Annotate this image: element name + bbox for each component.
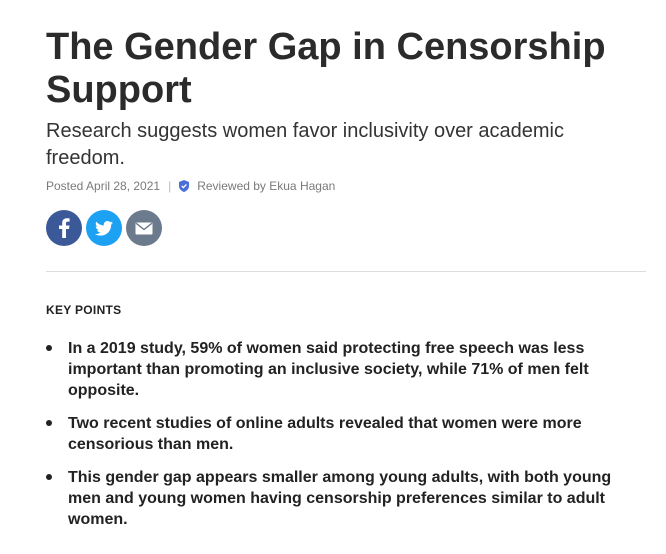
facebook-share-button[interactable] — [46, 210, 82, 246]
article-subtitle: Research suggests women favor inclusivit… — [46, 120, 564, 169]
list-item: This gender gap appears smaller among yo… — [46, 467, 646, 530]
twitter-share-button[interactable] — [86, 210, 122, 246]
list-item: Two recent studies of online adults reve… — [46, 413, 646, 455]
key-point-text: This gender gap appears smaller among yo… — [68, 469, 612, 528]
reviewed-by[interactable]: Reviewed by Ekua Hagan — [197, 179, 336, 193]
key-points-list: In a 2019 study, 59% of women said prote… — [46, 338, 646, 542]
share-buttons — [46, 210, 162, 246]
email-icon — [135, 222, 153, 234]
meta-separator: | — [168, 179, 172, 193]
key-points-heading: KEY POINTS — [46, 303, 122, 317]
bullet-icon — [46, 345, 52, 351]
facebook-icon — [59, 218, 70, 238]
posted-date: Posted April 28, 2021 — [46, 179, 161, 193]
bullet-icon — [46, 420, 52, 426]
verified-shield-icon — [179, 180, 190, 192]
article-meta: Posted April 28, 2021 | Reviewed by Ekua… — [46, 179, 335, 193]
key-point-text: Two recent studies of online adults reve… — [68, 415, 582, 453]
key-point-text: In a 2019 study, 59% of women said prote… — [68, 340, 589, 399]
twitter-icon — [95, 220, 113, 236]
bullet-icon — [46, 474, 52, 480]
list-item: In a 2019 study, 59% of women said prote… — [46, 338, 646, 401]
section-divider — [46, 271, 646, 272]
article-title: The Gender Gap in Censorship Support — [46, 26, 606, 111]
email-share-button[interactable] — [126, 210, 162, 246]
